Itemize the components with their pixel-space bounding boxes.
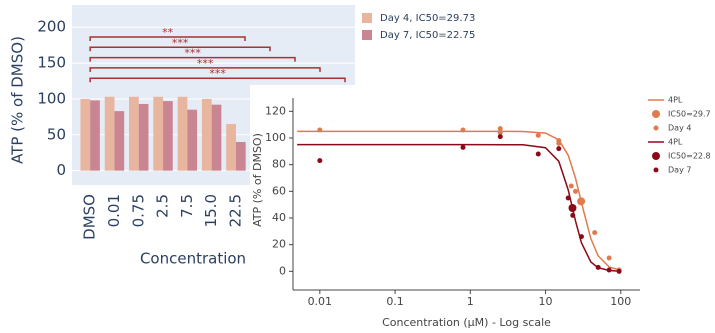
- legend-label: IC50=29.7: [668, 110, 711, 119]
- legend-marker: [652, 152, 660, 160]
- bar: [90, 100, 100, 171]
- data-point: [497, 126, 503, 132]
- legend-label: Day 7, IC50=22.75: [380, 30, 475, 41]
- x-axis-title: Concentration (µM) - Log scale: [382, 316, 551, 329]
- bar: [138, 103, 149, 171]
- legend-swatch: [362, 30, 372, 40]
- significance-label: ***: [209, 67, 226, 80]
- significance-label: ***: [197, 57, 214, 70]
- data-point: [568, 204, 577, 212]
- data-point: [317, 127, 323, 133]
- x-tick-label: 100: [610, 295, 631, 308]
- x-tick-label: 22.5: [226, 194, 244, 227]
- fit-curve: [297, 130, 621, 271]
- legend-label: 4PL: [668, 96, 683, 105]
- y-tick-label: 60: [272, 184, 286, 197]
- data-point: [556, 140, 562, 146]
- data-point: [460, 144, 466, 150]
- legend-label: IC50=22.8: [668, 152, 711, 161]
- bar: [104, 96, 115, 171]
- bar: [201, 98, 212, 171]
- y-tick-label: 200: [37, 18, 66, 36]
- legend-swatch: [362, 13, 372, 23]
- bar: [211, 104, 222, 171]
- significance-label: ***: [172, 36, 189, 49]
- data-point: [595, 264, 601, 270]
- significance-label: **: [162, 26, 174, 39]
- x-tick-label: 0.75: [129, 194, 147, 227]
- y-tick-label: 150: [37, 54, 66, 72]
- significance-bracket: [89, 36, 246, 41]
- x-tick-label: 15.0: [202, 194, 220, 227]
- y-axis-title: ATP (% of DMSO): [251, 133, 264, 227]
- data-point: [535, 151, 541, 157]
- x-axis-title: Concentration: [140, 250, 246, 268]
- y-tick-label: 100: [37, 89, 66, 107]
- data-point: [606, 267, 612, 273]
- legend-marker: [653, 167, 659, 173]
- data-point: [535, 132, 541, 138]
- bar: [80, 98, 91, 171]
- legend-label: Day 4: [668, 124, 691, 133]
- y-tick-label: 0: [279, 264, 286, 277]
- significance-label: ***: [184, 47, 201, 60]
- data-point: [570, 212, 576, 218]
- x-tick-label: 0.01: [308, 295, 333, 308]
- y-tick-label: 50: [47, 125, 66, 143]
- x-tick-label: DMSO: [81, 194, 99, 240]
- bar: [226, 124, 236, 171]
- significance-bracket: [89, 46, 271, 52]
- x-tick-label: 7.5: [178, 194, 196, 218]
- panel-background: [250, 85, 715, 333]
- significance-bracket: [89, 56, 296, 62]
- data-point: [577, 197, 586, 206]
- x-tick-label: 2.5: [154, 194, 172, 218]
- bar: [114, 111, 125, 171]
- legend-marker: [652, 110, 660, 118]
- x-tick-label: 0.1: [386, 295, 404, 308]
- y-axis-title: ATP (% of DMSO): [9, 36, 27, 164]
- bar: [187, 109, 198, 171]
- y-tick-label: 20: [272, 238, 286, 251]
- bar: [129, 96, 139, 171]
- x-tick-label: 1: [467, 295, 474, 308]
- x-tick-label: 0.01: [105, 194, 123, 227]
- curve-chart: 0.01 0.1 1 10 100 0 20 40 60 80 100 120 Concentratio…: [251, 96, 711, 330]
- data-point: [565, 195, 571, 201]
- significance-bracket: [89, 67, 321, 72]
- data-point: [592, 230, 598, 236]
- legend-label: 4PL: [668, 138, 683, 147]
- data-point: [317, 158, 323, 164]
- data-point: [556, 146, 562, 152]
- bar: [177, 96, 188, 171]
- data-point: [568, 183, 574, 189]
- data-point: [616, 268, 622, 274]
- data-point: [497, 134, 503, 140]
- legend-label: Day 7: [668, 166, 691, 175]
- y-tick-label: 40: [272, 211, 286, 224]
- y-tick-label: 0: [56, 161, 66, 179]
- bar: [163, 101, 173, 171]
- bar: [153, 96, 164, 171]
- data-point: [606, 255, 612, 261]
- legend-label: Day 4, IC50=29.73: [380, 13, 475, 24]
- data-point: [572, 188, 578, 194]
- y-tick-label: 80: [272, 158, 286, 171]
- legend-marker: [653, 125, 659, 131]
- data-point: [497, 130, 503, 136]
- significance-bracket: [89, 77, 346, 83]
- data-point: [578, 234, 584, 240]
- y-tick-label: 100: [265, 131, 286, 144]
- bar: [235, 141, 246, 171]
- y-tick-label: 120: [265, 104, 286, 117]
- data-point: [460, 127, 466, 133]
- x-tick-label: 10: [539, 295, 553, 308]
